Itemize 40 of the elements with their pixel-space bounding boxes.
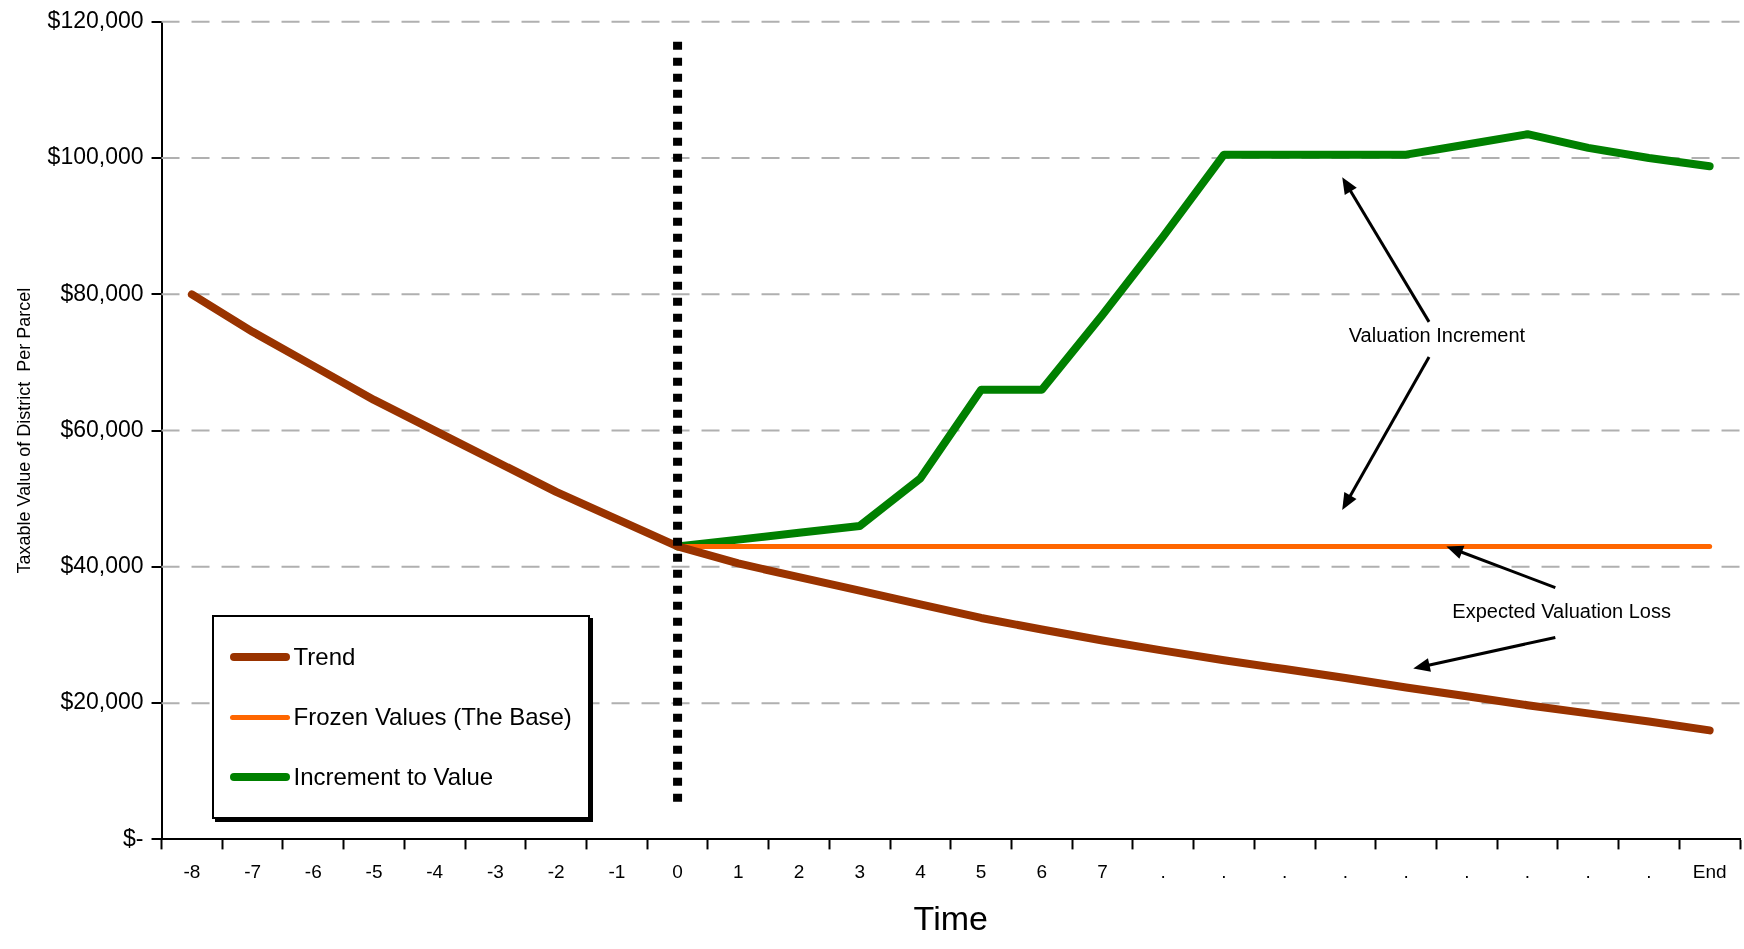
- y-tick-label: $100,000: [47, 143, 144, 170]
- x-tick-label: -6: [304, 861, 322, 883]
- x-tick-label: .: [1160, 861, 1166, 883]
- x-tick-label: .: [1342, 861, 1349, 883]
- legend-label: Frozen Values (The Base): [293, 703, 572, 732]
- y-tick-label: $80,000: [60, 279, 144, 306]
- x-tick-label: -4: [426, 861, 444, 883]
- x-tick-label: -3: [486, 861, 504, 883]
- y-tick-label: $20,000: [60, 688, 144, 715]
- y-tick-label: $40,000: [60, 552, 144, 579]
- x-tick-label: 6: [1036, 861, 1048, 883]
- x-tick-label: -7: [244, 861, 262, 883]
- x-tick-label: -2: [547, 861, 565, 883]
- y-tick-label: $60,000: [60, 415, 144, 442]
- x-tick-label: 0: [672, 861, 683, 883]
- x-tick-label: 2: [793, 861, 805, 883]
- x-tick-label: -5: [365, 861, 383, 883]
- x-tick-label: 4: [915, 861, 927, 883]
- legend-label: Trend: [293, 643, 356, 672]
- legend-label: Increment to Value: [293, 763, 494, 792]
- x-tick-label: 5: [975, 861, 987, 883]
- x-axis-title: Time: [913, 898, 988, 937]
- x-tick-label: .: [1585, 861, 1591, 883]
- y-tick-label: $120,000: [47, 7, 144, 34]
- y-axis-title: Taxable Value of District Per Parcel: [13, 287, 34, 574]
- annotation: Valuation Increment: [1348, 324, 1526, 347]
- x-tick-label: 7: [1097, 861, 1108, 883]
- x-tick-label: -8: [183, 861, 201, 883]
- y-tick-label: $-: [123, 824, 144, 851]
- x-tick-label: End: [1692, 861, 1727, 883]
- x-tick-label: .: [1221, 861, 1227, 883]
- x-tick-label: .: [1403, 861, 1409, 883]
- x-tick-label: 1: [732, 861, 744, 883]
- x-tick-label: -1: [608, 861, 626, 883]
- x-tick-label: 3: [854, 861, 865, 883]
- x-tick-label: .: [1282, 861, 1288, 883]
- annotation: Expected Valuation Loss: [1452, 600, 1671, 623]
- x-tick-label: .: [1646, 861, 1652, 883]
- x-tick-label: .: [1524, 861, 1531, 883]
- x-tick-label: .: [1464, 861, 1470, 883]
